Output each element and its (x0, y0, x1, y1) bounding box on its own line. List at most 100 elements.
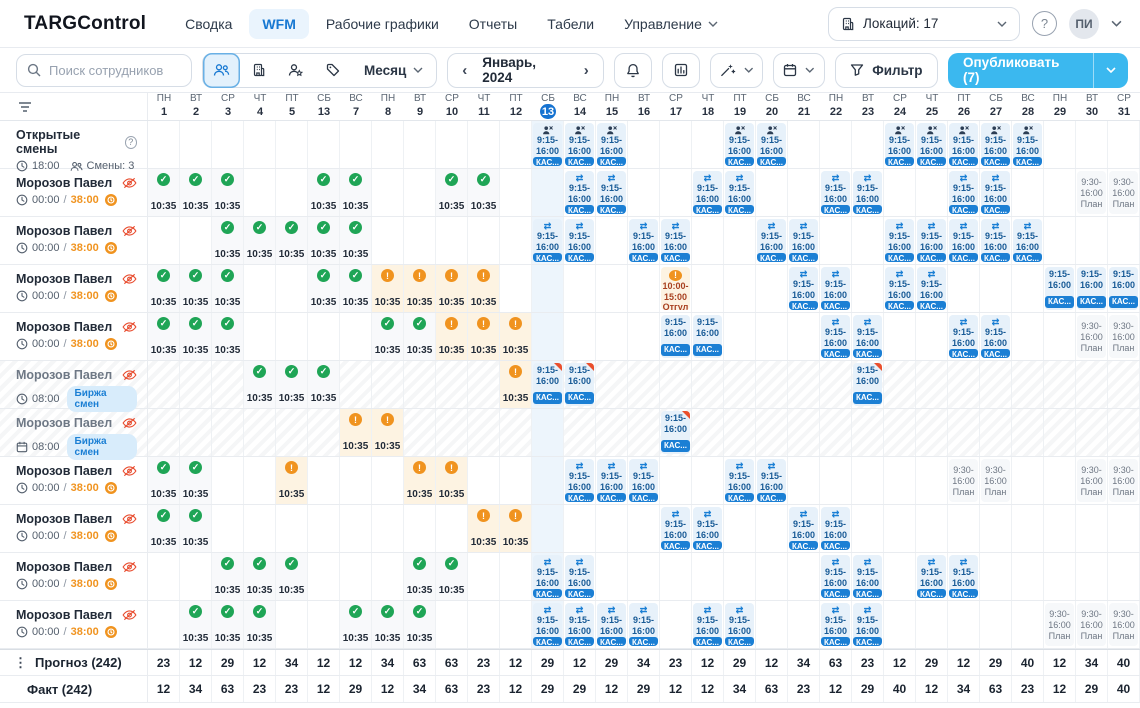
schedule-cell[interactable] (468, 457, 500, 504)
schedule-cell[interactable]: 9:30- 16:00 План (1108, 313, 1140, 360)
nav-item-link[interactable]: Табели (547, 15, 595, 32)
shift-card[interactable]: ⇄ 9:15- 16:00 КАС... (629, 219, 658, 262)
shift-card[interactable]: 9:15- 16:00 КАС... (1045, 267, 1074, 310)
schedule-cell[interactable]: ⇄ 9:15- 16:00 КАС... (884, 265, 916, 312)
day-header[interactable]: ПН 15 (604, 93, 620, 118)
positions-view-button[interactable] (277, 53, 314, 88)
schedule-cell[interactable] (1044, 409, 1076, 456)
schedule-cell[interactable] (1044, 121, 1076, 168)
schedule-cell[interactable]: ⇄ 9:15- 16:00 КАС... (852, 169, 884, 216)
schedule-cell[interactable]: ⇄ 9:15- 16:00 КАС... (916, 265, 948, 312)
schedule-cell[interactable] (1012, 361, 1044, 408)
shift-card[interactable]: ⇄ 9:15- 16:00 КАС... (757, 219, 786, 262)
schedule-cell[interactable] (1076, 409, 1108, 456)
shift-card[interactable]: ⇄ 9:15- 16:00 КАС... (981, 171, 1010, 214)
day-header[interactable]: ПТ 19 (733, 93, 747, 118)
day-header[interactable]: СБ 13 (539, 93, 557, 119)
schedule-cell[interactable] (436, 409, 468, 456)
schedule-cell[interactable] (468, 553, 500, 600)
schedule-cell[interactable]: 9:15- 16:00 КАС... (756, 121, 788, 168)
planned-shift-card[interactable]: 9:30- 16:00 План (1045, 603, 1074, 646)
departments-view-button[interactable] (240, 53, 277, 88)
schedule-cell[interactable] (148, 553, 180, 600)
shift-card[interactable]: ⇄ 9:15- 16:00 КАС... (693, 171, 722, 214)
schedule-cell[interactable] (340, 313, 372, 360)
schedule-cell[interactable] (340, 553, 372, 600)
locations-select[interactable]: Локаций: 17 (828, 6, 1020, 41)
schedule-cell[interactable] (500, 265, 532, 312)
schedule-cell[interactable] (1044, 313, 1076, 360)
shift-card[interactable]: ⇄ 9:15- 16:00 КАС... (661, 219, 690, 262)
schedule-cell[interactable] (692, 217, 724, 264)
schedule-cell[interactable] (1012, 505, 1044, 552)
schedule-cell[interactable]: 9:30- 16:00 План (948, 457, 980, 504)
day-header[interactable]: ВТ 30 (1085, 93, 1099, 118)
schedule-cell[interactable]: ⇄ 9:15- 16:00 КАС... (852, 313, 884, 360)
schedule-cell[interactable] (1108, 553, 1140, 600)
schedule-cell[interactable]: ! 10:35 (372, 265, 404, 312)
schedule-cell[interactable] (1044, 457, 1076, 504)
schedule-cell[interactable] (436, 361, 468, 408)
schedule-cell[interactable]: ✓ 10:35 (436, 169, 468, 216)
schedule-cell[interactable] (724, 409, 756, 456)
schedule-cell[interactable] (1044, 217, 1076, 264)
schedule-cell[interactable] (948, 265, 980, 312)
hidden-eye-icon[interactable] (122, 513, 137, 525)
kebab-menu-icon[interactable]: ⋮ (14, 654, 27, 670)
schedule-cell[interactable] (660, 553, 692, 600)
schedule-cell[interactable]: ✓ 10:35 (436, 553, 468, 600)
schedule-cell[interactable]: ⇄ 9:15- 16:00 КАС... (532, 601, 564, 648)
schedule-cell[interactable]: 9:15- 16:00 КАС... (1012, 121, 1044, 168)
schedule-cell[interactable]: ⇄ 9:15- 16:00 КАС... (980, 313, 1012, 360)
schedule-cell[interactable] (788, 361, 820, 408)
schedule-cell[interactable] (404, 121, 436, 168)
day-header[interactable]: ВТ 16 (637, 93, 651, 118)
schedule-cell[interactable] (404, 409, 436, 456)
schedule-cell[interactable]: 9:30- 16:00 План (1076, 169, 1108, 216)
schedule-cell[interactable] (884, 553, 916, 600)
schedule-cell[interactable]: 9:30- 16:00 План (980, 457, 1012, 504)
shift-card[interactable]: ⇄ 9:15- 16:00 КАС... (533, 603, 562, 646)
schedule-cell[interactable] (916, 169, 948, 216)
schedule-cell[interactable]: ⇄ 9:15- 16:00 КАС... (692, 505, 724, 552)
schedule-cell[interactable]: ⇄ 9:15- 16:00 КАС... (660, 217, 692, 264)
schedule-cell[interactable] (1044, 361, 1076, 408)
planned-shift-card[interactable]: 9:30- 16:00 План (949, 459, 978, 502)
day-header[interactable]: ПН 29 (1052, 93, 1068, 118)
schedule-cell[interactable] (244, 121, 276, 168)
shift-card[interactable]: ⇄ 9:15- 16:00 КАС... (821, 171, 850, 214)
tags-view-button[interactable] (314, 53, 351, 88)
schedule-cell[interactable] (916, 505, 948, 552)
schedule-cell[interactable]: 9:15- 16:00 КАС... (724, 121, 756, 168)
schedule-cell[interactable] (916, 313, 948, 360)
schedule-cell[interactable] (916, 601, 948, 648)
shift-card[interactable]: ⇄ 9:15- 16:00 КАС... (821, 555, 850, 598)
schedule-cell[interactable]: 9:30- 16:00 План (1076, 313, 1108, 360)
day-header[interactable]: ПТ 5 (285, 93, 299, 118)
schedule-cell[interactable] (852, 265, 884, 312)
schedule-cell[interactable]: ✓ 10:35 (212, 601, 244, 648)
day-header[interactable]: ПН 1 (156, 93, 172, 118)
schedule-cell[interactable]: 9:15- 16:00 КАС... (532, 361, 564, 408)
schedule-cell[interactable] (276, 169, 308, 216)
avatar[interactable]: ПИ (1069, 8, 1099, 39)
shift-card[interactable]: 9:15- 16:00 КАС... (949, 123, 978, 166)
schedule-cell[interactable] (212, 409, 244, 456)
schedule-cell[interactable]: ✓ 10:35 (212, 265, 244, 312)
day-header[interactable]: ЧТ 11 (477, 93, 491, 118)
schedule-cell[interactable]: ✓ 10:35 (276, 361, 308, 408)
schedule-cell[interactable] (788, 169, 820, 216)
schedule-cell[interactable] (692, 121, 724, 168)
schedule-cell[interactable] (532, 505, 564, 552)
hidden-eye-icon[interactable] (122, 561, 137, 573)
schedule-cell[interactable] (1012, 553, 1044, 600)
schedule-cell[interactable]: ✓ 10:35 (212, 169, 244, 216)
schedule-cell[interactable]: ! 10:35 (436, 265, 468, 312)
shift-card[interactable]: 9:15- 16:00 КАС... (661, 411, 690, 454)
schedule-cell[interactable]: ⇄ 9:15- 16:00 КАС... (852, 553, 884, 600)
schedule-cell[interactable] (724, 217, 756, 264)
schedule-cell[interactable] (884, 457, 916, 504)
schedule-cell[interactable]: 9:15- 16:00 КАС... (1076, 265, 1108, 312)
schedule-cell[interactable]: ⇄ 9:15- 16:00 КАС... (596, 457, 628, 504)
schedule-cell[interactable] (820, 217, 852, 264)
